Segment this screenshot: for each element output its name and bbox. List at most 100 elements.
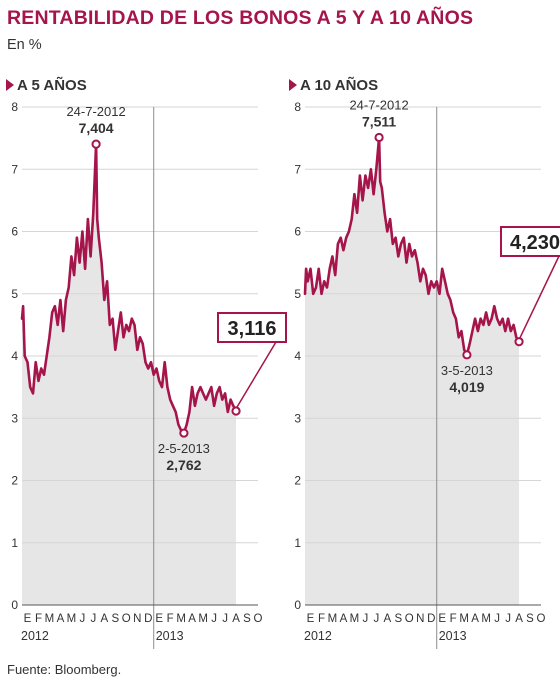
x-tick-label: O	[537, 613, 546, 625]
x-tick-label: E	[155, 613, 163, 625]
annotation-value: 7,404	[79, 120, 114, 136]
panel-marker-icon	[289, 79, 297, 91]
annotation-date: 3-5-2013	[441, 363, 493, 378]
series-area	[305, 137, 520, 605]
y-tick-label: 7	[11, 162, 18, 176]
annotation-value: 7,511	[362, 113, 396, 129]
annotation-point	[374, 132, 384, 143]
year-label: 2012	[21, 629, 49, 643]
y-tick-label: 2	[11, 474, 18, 488]
x-tick-label: N	[133, 613, 141, 625]
x-tick-label: E	[438, 613, 446, 625]
y-tick-label: 0	[294, 598, 301, 612]
last-value-callout-box	[500, 226, 560, 257]
x-tick-label: F	[450, 613, 457, 625]
annotation-point	[179, 428, 189, 438]
chart-subtitle: En %	[7, 37, 42, 53]
last-value-callout-box	[217, 312, 287, 343]
x-tick-label: M	[350, 613, 360, 625]
x-tick-label: J	[90, 613, 96, 625]
x-tick-label: F	[35, 613, 42, 625]
x-tick-label: J	[211, 613, 217, 625]
x-tick-label: O	[254, 613, 263, 625]
y-tick-label: 7	[294, 162, 301, 176]
annotation-value: 4,019	[449, 379, 484, 395]
x-tick-label: O	[122, 613, 131, 625]
x-tick-label: A	[100, 613, 108, 625]
x-tick-label: A	[515, 613, 523, 625]
x-tick-label: A	[383, 613, 391, 625]
y-tick-label: 2	[294, 474, 301, 488]
x-tick-label: F	[167, 613, 174, 625]
x-tick-label: S	[111, 613, 119, 625]
x-tick-label: M	[45, 613, 55, 625]
chart-title: RENTABILIDAD DE LOS BONOS A 5 Y A 10 AÑO…	[7, 7, 474, 29]
y-tick-label: 0	[11, 598, 18, 612]
y-tick-label: 4	[294, 349, 301, 363]
callout-leader	[519, 255, 560, 339]
y-tick-label: 1	[11, 536, 18, 550]
last-value-callout: 4,230	[510, 232, 560, 254]
x-tick-label: M	[67, 613, 77, 625]
y-tick-label: 3	[11, 411, 18, 425]
x-tick-label: A	[57, 613, 65, 625]
x-tick-label: M	[328, 613, 338, 625]
annotation-date: 24-7-2012	[66, 104, 125, 119]
x-tick-label: D	[427, 613, 435, 625]
y-tick-label: 8	[294, 100, 301, 114]
y-tick-label: 6	[11, 225, 18, 239]
y-tick-label: 1	[294, 536, 301, 550]
annotation-date: 24-7-2012	[349, 97, 408, 112]
x-tick-label: S	[243, 613, 251, 625]
x-tick-label: J	[362, 613, 368, 625]
last-value-point	[514, 337, 524, 347]
x-tick-label: M	[459, 613, 469, 625]
x-tick-label: F	[318, 613, 325, 625]
series-line	[303, 136, 521, 357]
annotation-point	[91, 139, 101, 149]
source-note: Fuente: Bloomberg.	[7, 662, 122, 677]
x-tick-label: J	[222, 613, 228, 625]
x-tick-label: M	[481, 613, 491, 625]
panel-title: A 10 AÑOS	[300, 76, 378, 94]
year-label: 2013	[156, 629, 184, 643]
x-tick-label: J	[79, 613, 85, 625]
y-tick-label: 4	[11, 349, 18, 363]
x-tick-label: A	[232, 613, 240, 625]
callout-leader	[236, 341, 277, 408]
series-line	[20, 142, 238, 435]
x-tick-label: J	[505, 613, 511, 625]
last-value-callout: 3,116	[228, 318, 277, 340]
y-tick-label: 5	[11, 287, 18, 301]
x-tick-label: N	[416, 613, 424, 625]
x-tick-label: S	[526, 613, 534, 625]
x-tick-label: A	[340, 613, 348, 625]
y-tick-label: 8	[11, 100, 18, 114]
annotation-date: 2-5-2013	[158, 441, 210, 456]
panel-title: A 5 AÑOS	[17, 76, 87, 94]
y-tick-label: 6	[294, 225, 301, 239]
annotation-point	[462, 350, 472, 360]
x-tick-label: O	[405, 613, 414, 625]
x-tick-label: A	[471, 613, 479, 625]
y-tick-label: 5	[294, 287, 301, 301]
x-tick-label: E	[24, 613, 32, 625]
x-tick-label: A	[188, 613, 196, 625]
panel-marker-icon	[6, 79, 14, 91]
year-label: 2012	[304, 629, 332, 643]
year-label: 2013	[439, 629, 467, 643]
x-tick-label: J	[494, 613, 500, 625]
x-tick-label: J	[373, 613, 379, 625]
last-value-point	[231, 406, 241, 416]
x-tick-label: D	[144, 613, 152, 625]
x-tick-label: M	[176, 613, 186, 625]
x-tick-label: M	[198, 613, 208, 625]
annotation-value: 2,762	[166, 457, 201, 473]
series-area	[22, 144, 237, 605]
x-tick-label: S	[394, 613, 402, 625]
y-tick-label: 3	[294, 411, 301, 425]
x-tick-label: E	[307, 613, 315, 625]
